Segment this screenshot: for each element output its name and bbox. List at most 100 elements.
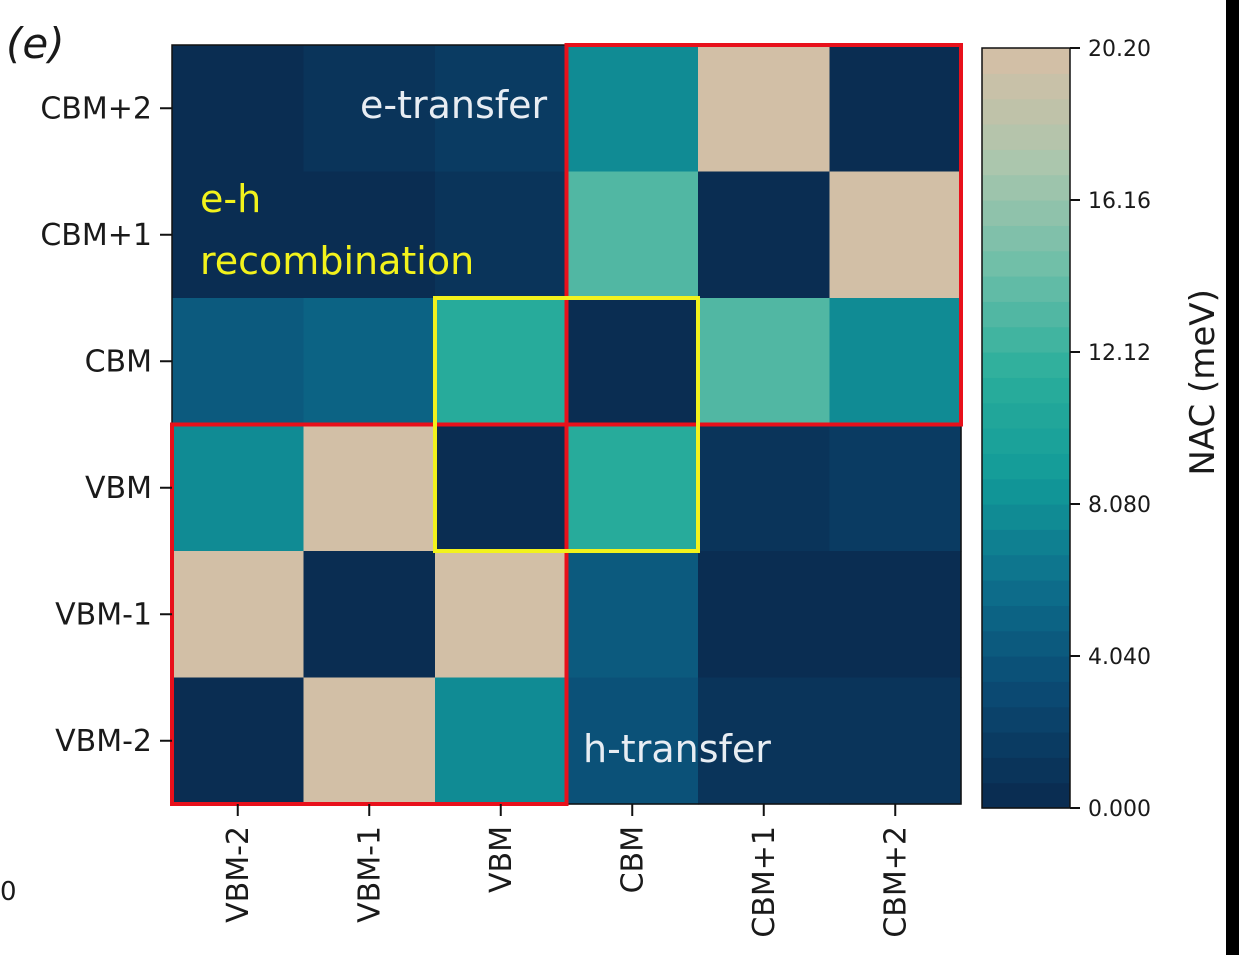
- heatmap-cell-CBM-CBM+2: [829, 298, 962, 426]
- heatmap-cell-CBM+2-VBM-2: [172, 45, 305, 173]
- colorbar-level: [982, 73, 1070, 100]
- stray-zero-label: 0: [0, 877, 17, 907]
- heatmap-cell-VBM-1-CBM+1: [698, 551, 831, 679]
- heatmap-cells: [171, 44, 962, 805]
- heatmap-cell-CBM+2-VBM: [435, 45, 568, 173]
- colorbar-level: [982, 48, 1070, 74]
- heatmap-cell-VBM-1-CBM: [566, 551, 699, 679]
- colorbar-level: [982, 580, 1070, 606]
- colorbar-tick-label: 4.040: [1088, 645, 1151, 670]
- colorbar-level: [982, 732, 1070, 758]
- colorbar-tick-label: 0.000: [1088, 797, 1151, 822]
- heatmap-cell-VBM-VBM-1: [303, 424, 436, 552]
- y-tick-label: CBM+1: [40, 218, 152, 253]
- annotation-recombination: recombination: [200, 239, 474, 283]
- colorbar-level: [982, 402, 1070, 429]
- heatmap-cell-CBM+2-CBM+1: [698, 45, 831, 173]
- colorbar-level: [982, 782, 1070, 809]
- heatmap-cell-CBM-CBM: [566, 298, 699, 426]
- panel-label: (e): [6, 19, 65, 68]
- colorbar-tick-label: 12.12: [1088, 341, 1151, 366]
- colorbar-level: [982, 428, 1070, 454]
- heatmap-cell-CBM-VBM-1: [303, 298, 436, 426]
- colorbar-level: [982, 656, 1070, 682]
- heatmap-cell-VBM-2-VBM-1: [303, 677, 436, 805]
- colorbar-level: [982, 757, 1070, 784]
- colorbar-level: [982, 149, 1070, 176]
- y-axis: CBM+2 CBM+1 CBM VBM VBM-1 VBM-2: [40, 91, 172, 759]
- colorbar-label: NAC (meV): [1183, 289, 1223, 475]
- colorbar-level: [982, 706, 1070, 733]
- heatmap-cell-VBM-2-CBM+1: [698, 677, 831, 805]
- heatmap-cell-CBM+1-CBM: [566, 171, 699, 299]
- heatmap-cell-CBM+2-VBM-1: [303, 45, 436, 173]
- heatmap-cell-CBM-CBM+1: [698, 298, 831, 426]
- heatmap-cell-VBM-1-VBM-1: [303, 551, 436, 679]
- colorbar-tick-label: 20.20: [1088, 37, 1151, 62]
- colorbar-level: [982, 478, 1070, 505]
- x-tick-label: VBM-2: [221, 826, 256, 923]
- heatmap-cell-VBM-1-CBM+2: [829, 551, 962, 679]
- y-tick-label: CBM: [85, 344, 152, 379]
- colorbar-level: [982, 326, 1070, 353]
- heatmap-cell-CBM-VBM-2: [172, 298, 305, 426]
- heatmap-cell-VBM-2-CBM+2: [829, 677, 962, 805]
- heatmap-cell-VBM-2-VBM-2: [172, 677, 305, 805]
- heatmap-cell-VBM-2-CBM: [566, 677, 699, 805]
- right-edge-strip: [1226, 0, 1239, 955]
- colorbar-level: [982, 605, 1070, 632]
- heatmap-cell-CBM+1-CBM+1: [698, 171, 831, 299]
- heatmap-cell-VBM-1-VBM: [435, 551, 568, 679]
- heatmap-cell-VBM-CBM+2: [829, 424, 962, 552]
- y-tick-label: VBM-2: [55, 724, 152, 759]
- heatmap-cell-VBM-2-VBM: [435, 677, 568, 805]
- heatmap-cell-CBM+1-VBM-1: [303, 171, 436, 299]
- y-tick-label: CBM+2: [40, 91, 152, 126]
- heatmap-cell-CBM+2-CBM+2: [829, 45, 962, 173]
- heatmap-cell-VBM-VBM-2: [172, 424, 305, 552]
- colorbar-level: [982, 630, 1070, 657]
- x-tick-label: CBM+2: [878, 826, 913, 938]
- heatmap-cell-CBM+1-VBM-2: [172, 171, 305, 299]
- colorbar-frame: [981, 47, 1071, 809]
- colorbar-level: [982, 200, 1070, 226]
- x-tick-label: VBM: [484, 826, 519, 893]
- colorbar-level: [982, 352, 1070, 378]
- x-tick-label: CBM+1: [747, 826, 782, 938]
- annotation-e-h: e-h: [200, 177, 261, 221]
- colorbar-level: [982, 174, 1070, 201]
- heatmap-cell-CBM-VBM: [435, 298, 568, 426]
- colorbar-tick-label: 8.080: [1088, 493, 1151, 518]
- annotation-h-transfer: h-transfer: [583, 727, 771, 771]
- x-tick-label: CBM: [615, 826, 650, 893]
- colorbar-level: [982, 124, 1070, 150]
- colorbar-level: [982, 98, 1070, 125]
- heatmap-cell-VBM-VBM: [435, 424, 568, 552]
- highlight-box-e-transfer: [564, 43, 963, 427]
- colorbar-level: [982, 250, 1070, 277]
- y-tick-label: VBM-1: [55, 597, 152, 632]
- colorbar-tick-label: 16.16: [1088, 189, 1151, 214]
- colorbar-level: [982, 529, 1070, 556]
- annotation-e-transfer: e-transfer: [360, 83, 548, 127]
- colorbar-level: [982, 453, 1070, 480]
- colorbar-level: [982, 276, 1070, 302]
- x-axis: VBM-2 VBM-1 VBM CBM CBM+1 CBM+2: [221, 804, 913, 938]
- highlight-box-e-h-recombination: [433, 296, 700, 553]
- x-tick-label: VBM-1: [352, 826, 387, 923]
- heatmap-cell-CBM+1-VBM: [435, 171, 568, 299]
- colorbar-level: [982, 554, 1070, 581]
- heatmap-cell-VBM-CBM+1: [698, 424, 831, 552]
- y-tick-label: VBM: [85, 471, 152, 506]
- heatmap-cell-VBM-CBM: [566, 424, 699, 552]
- colorbar: 0.000 4.040 8.080 12.12 16.16 20.20 NAC (meV): [981, 37, 1223, 822]
- colorbar-level: [982, 225, 1070, 252]
- colorbar-level: [982, 504, 1070, 530]
- colorbar-level: [982, 301, 1070, 328]
- colorbar-level: [982, 377, 1070, 404]
- colorbar-level: [982, 681, 1070, 708]
- heatmap-cell-VBM-1-VBM-2: [172, 551, 305, 679]
- heatmap-cell-CBM+1-CBM+2: [829, 171, 962, 299]
- annotations: e-transfer e-h recombination h-transfer: [200, 83, 771, 771]
